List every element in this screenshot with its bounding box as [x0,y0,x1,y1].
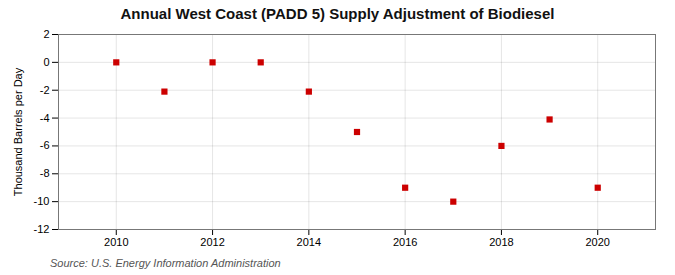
svg-text:2012: 2012 [200,236,224,248]
svg-text:-10: -10 [34,195,50,207]
svg-text:-8: -8 [40,167,50,179]
svg-text:-4: -4 [40,112,50,124]
svg-text:2020: 2020 [585,236,609,248]
svg-text:-12: -12 [34,223,50,235]
svg-text:-2: -2 [40,84,50,96]
svg-text:2010: 2010 [104,236,128,248]
svg-text:-6: -6 [40,139,50,151]
svg-text:2018: 2018 [489,236,513,248]
html-text:Annual West Coast (PADD 5) Sup: Annual West Coast (PADD 5) Supply Adjust… [120,5,555,22]
svg-text:2014: 2014 [297,236,321,248]
svg-text:0: 0 [43,56,49,68]
html-text:Source: U.S. Energy Informatio: Source: U.S. Energy Information Administ… [50,257,281,269]
svg-text:2: 2 [43,28,49,40]
svg-text:2016: 2016 [393,236,417,248]
svg-text:Thousand Barrels per Day: Thousand Barrels per Day [12,67,24,196]
